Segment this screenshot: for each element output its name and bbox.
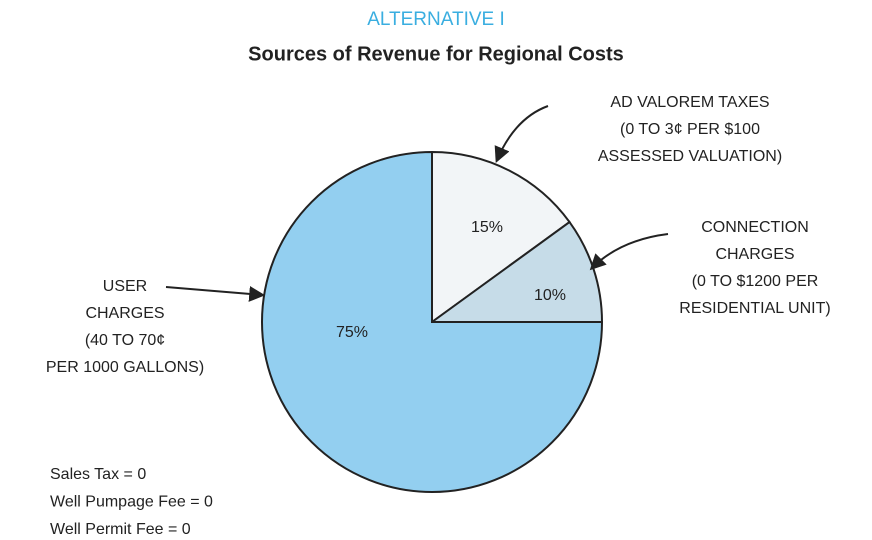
slice-label: (40 TO 70¢: [85, 332, 165, 349]
slice-label: ASSESSED VALUATION): [598, 148, 782, 165]
pie-slice: [431, 150, 571, 324]
arrow: [165, 285, 266, 302]
chart-title: Sources of Revenue for Regional Costs: [248, 43, 624, 65]
slice-label: PER 1000 GALLONS): [46, 359, 204, 376]
note: Well Pumpage Fee = 0: [50, 494, 213, 511]
slice-label: CHARGES: [85, 305, 164, 322]
pie-slice: [261, 150, 604, 493]
slice-value-label: 10%: [534, 287, 566, 304]
arrow: [589, 233, 669, 271]
slice-label: CONNECTION: [701, 219, 809, 236]
slice-label: CHARGES: [715, 246, 794, 263]
slice-label: RESIDENTIAL UNIT): [679, 300, 830, 317]
note: Well Permit Fee = 0: [50, 521, 191, 538]
note: Sales Tax = 0: [50, 466, 146, 483]
slice-label: (0 TO 3¢ PER $100: [620, 121, 760, 138]
slice-label: (0 TO $1200 PER: [692, 273, 819, 290]
slice-value-label: 15%: [471, 219, 503, 236]
pie: [261, 150, 604, 493]
chart-supertitle: ALTERNATIVE I: [367, 9, 505, 30]
slice-label: AD VALOREM TAXES: [610, 94, 769, 111]
slice-value-label: 75%: [336, 324, 368, 341]
slice-label: USER: [103, 278, 147, 295]
arrow: [494, 105, 549, 163]
